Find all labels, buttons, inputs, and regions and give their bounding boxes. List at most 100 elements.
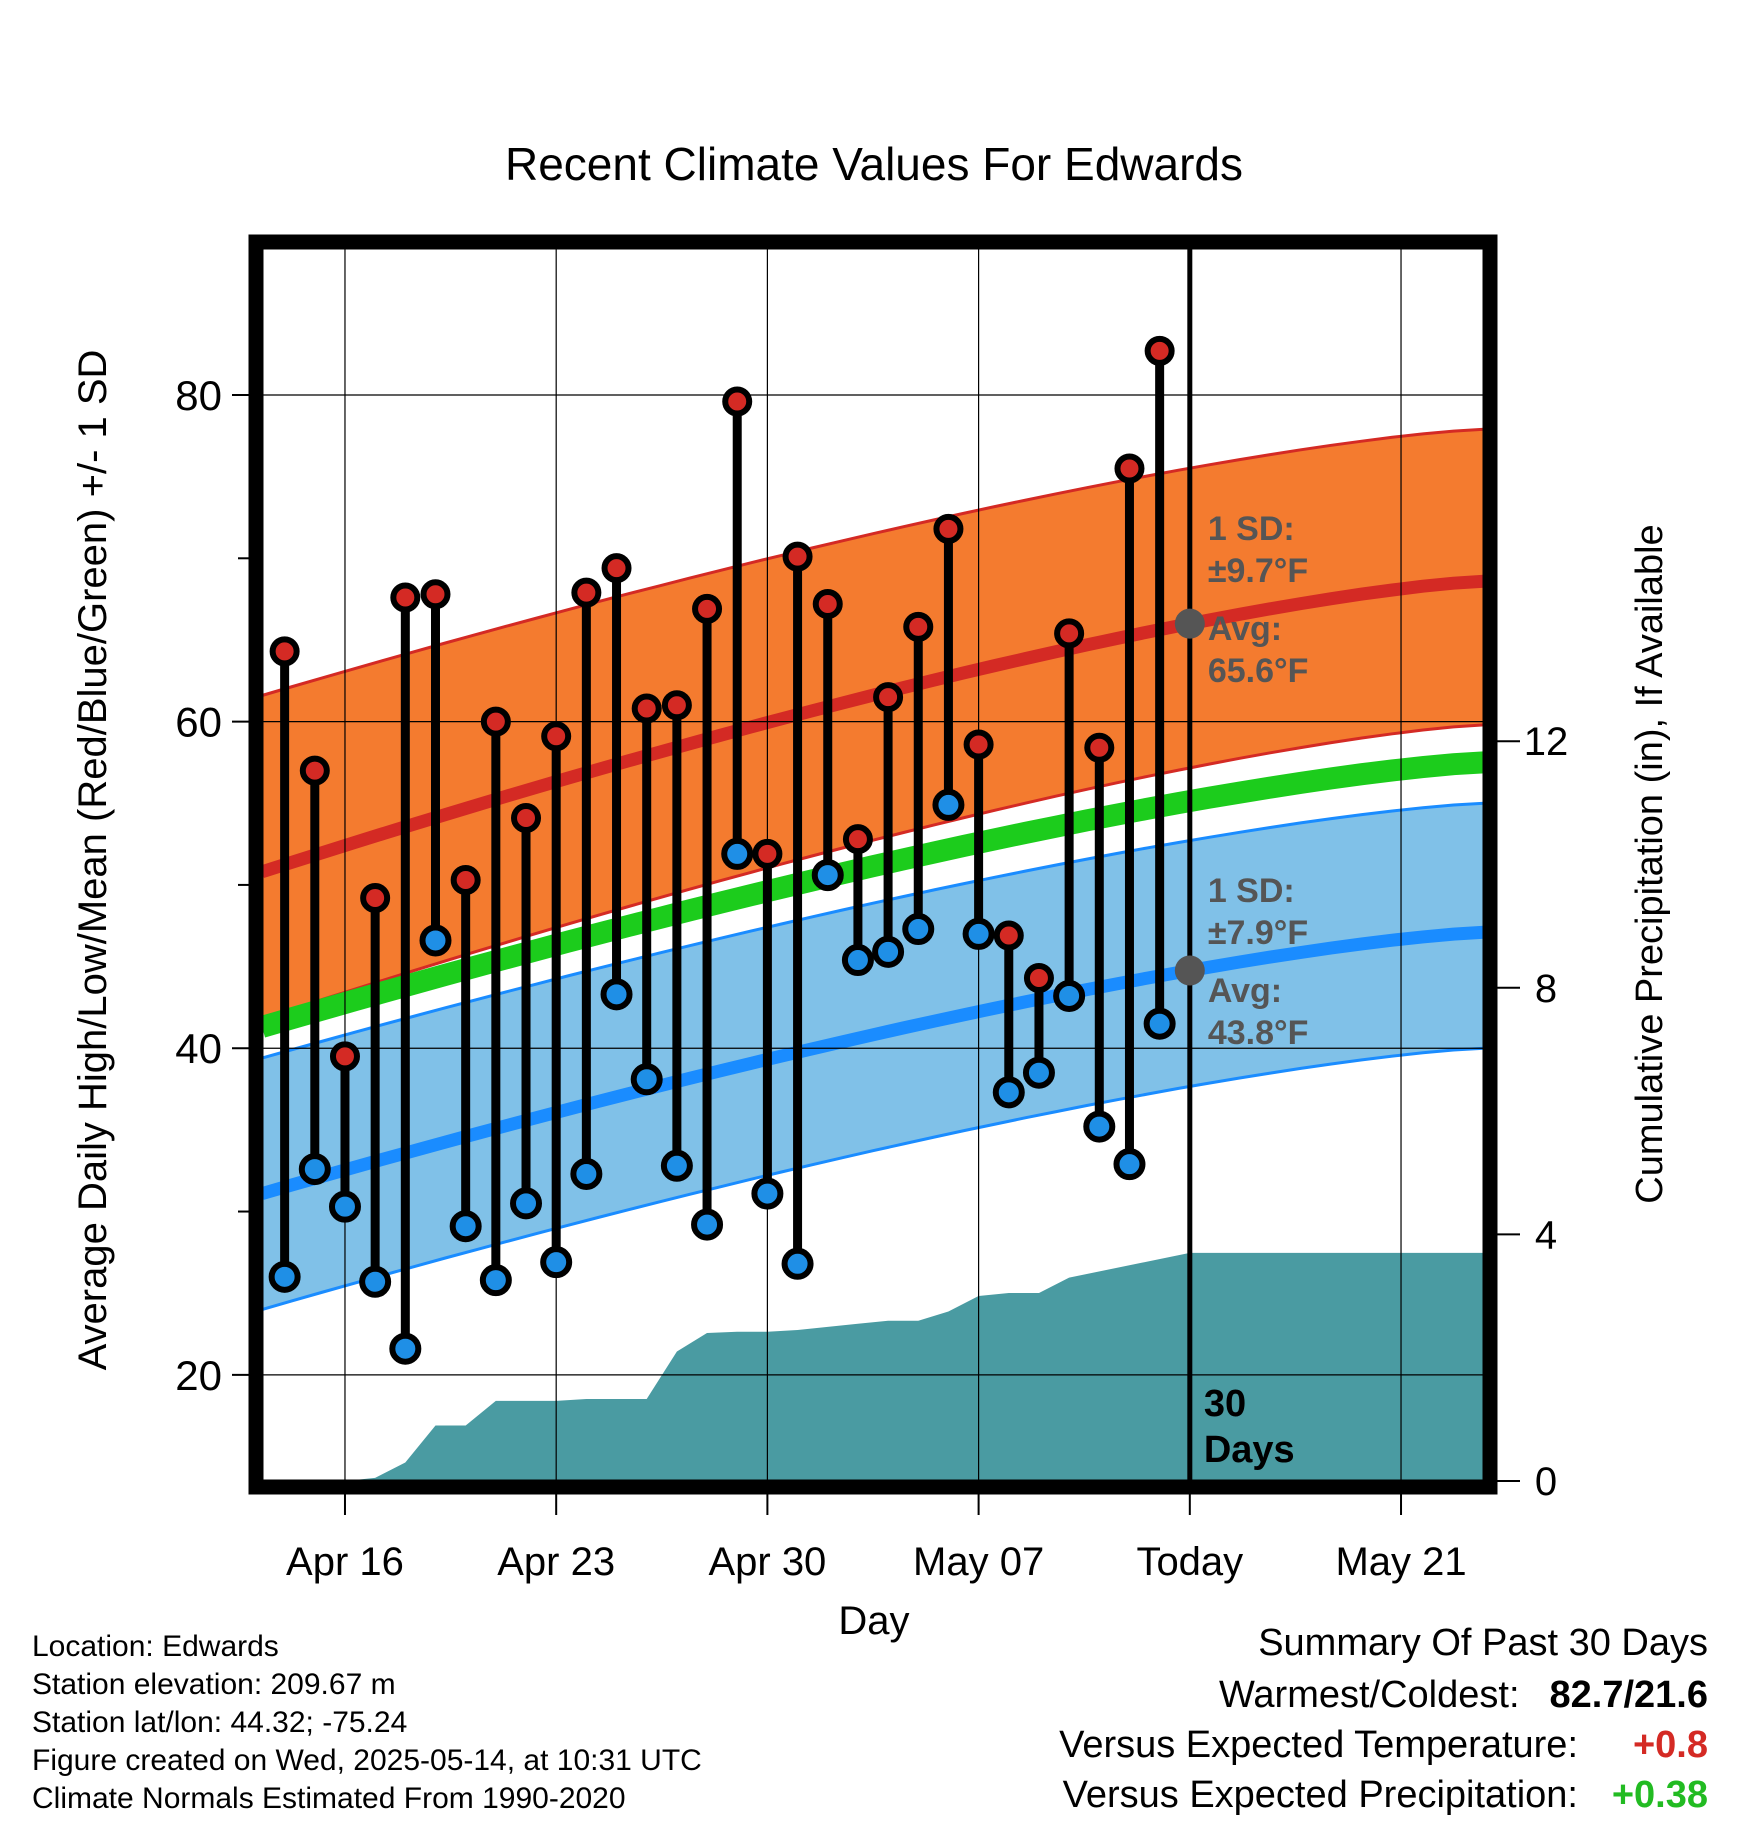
x-tick-label-4: Today	[1136, 1540, 1243, 1584]
obs-low-point-9	[540, 1246, 573, 1279]
obs-high-point-15	[722, 386, 753, 417]
obs-low-point-24	[992, 1076, 1025, 1109]
y2-tick-label-2: 8	[1535, 967, 1557, 1011]
x-tick-label-0: Apr 16	[286, 1540, 404, 1584]
obs-high-point-4	[390, 582, 421, 613]
latlon-text: Station lat/lon: 44.32; -75.24	[32, 1706, 408, 1739]
warmest-coldest-label: Warmest/Coldest:	[1218, 1674, 1520, 1716]
annotation-low-sd-value: ±7.9°F	[1208, 914, 1308, 952]
obs-low-point-27	[1083, 1110, 1116, 1143]
obs-low-point-12	[630, 1063, 663, 1096]
obs-low-point-8	[510, 1187, 543, 1220]
y-tick-label-0: 20	[175, 1352, 222, 1399]
obs-high-point-0	[269, 636, 300, 667]
obs-high-point-14	[692, 593, 723, 624]
summary-temperature: Versus Expected Temperature: +0.8	[1059, 1724, 1708, 1767]
obs-high-point-10	[571, 577, 602, 608]
obs-high-point-6	[450, 865, 481, 896]
obs-high-point-25	[1023, 963, 1054, 994]
temp-anomaly-value: +0.8	[1632, 1724, 1708, 1766]
y2-tick-label-1: 4	[1535, 1213, 1557, 1257]
obs-high-point-26	[1054, 618, 1085, 649]
today-days-label-0: 30	[1204, 1383, 1246, 1425]
low-sd-lower-line	[262, 1046, 1484, 1311]
elevation-text: Station elevation: 209.67 m	[32, 1668, 396, 1701]
y-tick-label-2: 60	[175, 699, 222, 746]
obs-high-point-22	[933, 513, 964, 544]
annotation-low-sd-title: 1 SD:	[1208, 872, 1295, 910]
obs-high-point-17	[782, 541, 813, 572]
y-tick-label-1: 40	[175, 1025, 222, 1072]
annotation-low-avg-value: 43.8°F	[1208, 1014, 1309, 1052]
annotation-high-avg-title: Avg:	[1208, 610, 1282, 648]
annotation-high-sd-value: ±9.7°F	[1208, 552, 1308, 590]
obs-low-point-26	[1053, 979, 1086, 1012]
obs-low-point-19	[841, 944, 874, 977]
obs-low-point-22	[932, 788, 965, 821]
x-tick-label-1: Apr 23	[497, 1540, 615, 1584]
obs-low-point-6	[449, 1210, 482, 1243]
obs-low-point-11	[600, 978, 633, 1011]
obs-low-point-16	[751, 1177, 784, 1210]
y2-axis-label: Cumulative Precipitation (in), If Availa…	[1629, 524, 1671, 1203]
x-axis-label: Day	[838, 1599, 909, 1643]
obs-low-point-7	[479, 1264, 512, 1297]
normals-text: Climate Normals Estimated From 1990-2020	[32, 1782, 626, 1815]
obs-low-point-13	[660, 1149, 693, 1182]
x-tick-label-5: May 21	[1335, 1540, 1466, 1584]
obs-low-point-4	[389, 1332, 422, 1365]
today-days-label-1: Days	[1204, 1429, 1295, 1471]
normal-high-line	[262, 574, 1484, 878]
obs-high-point-20	[873, 682, 904, 713]
precip-anomaly-label: Versus Expected Precipitation:	[1062, 1774, 1578, 1816]
high-sd-band	[262, 429, 1484, 1019]
obs-low-point-14	[691, 1208, 724, 1241]
created-text: Figure created on Wed, 2025-05-14, at 10…	[32, 1744, 702, 1777]
summary-precipitation: Versus Expected Precipitation: +0.38	[1063, 1774, 1708, 1817]
obs-high-point-19	[842, 824, 873, 855]
y-axis-label: Average Daily High/Low/Mean (Red/Blue/Gr…	[71, 350, 115, 1371]
obs-high-point-12	[631, 693, 662, 724]
obs-low-point-0	[268, 1260, 301, 1293]
obs-high-point-5	[420, 579, 451, 610]
obs-high-point-2	[329, 1041, 360, 1072]
obs-low-point-1	[298, 1153, 331, 1186]
obs-high-point-27	[1084, 732, 1115, 763]
precip-area	[262, 1252, 1484, 1481]
summary-title: Summary Of Past 30 Days	[1258, 1622, 1708, 1664]
annotation-high-avg-value: 65.6°F	[1208, 652, 1309, 690]
summary-warmest-coldest: Warmest/Coldest: 82.7/21.6	[1219, 1674, 1708, 1717]
obs-high-point-29	[1144, 335, 1175, 366]
obs-low-point-15	[721, 837, 754, 870]
high-sd-upper-line	[262, 427, 1484, 697]
obs-low-point-18	[811, 859, 844, 892]
obs-low-point-3	[359, 1265, 392, 1298]
chart-title: Recent Climate Values For Edwards	[505, 138, 1243, 190]
obs-low-point-23	[962, 917, 995, 950]
annotation-high-sd-title: 1 SD:	[1208, 510, 1295, 548]
y2-tick-label-3: 12	[1524, 720, 1569, 764]
obs-high-point-8	[511, 802, 542, 833]
annotation-low-avg-title: Avg:	[1208, 972, 1282, 1010]
obs-low-point-29	[1143, 1007, 1176, 1040]
y2-tick-label-0: 0	[1535, 1460, 1557, 1504]
x-tick-label-3: May 07	[913, 1540, 1044, 1584]
obs-high-point-18	[812, 589, 843, 620]
obs-high-point-13	[661, 690, 692, 721]
obs-high-point-23	[963, 729, 994, 760]
obs-high-point-7	[480, 706, 511, 737]
obs-high-point-1	[299, 755, 330, 786]
obs-low-point-10	[570, 1157, 603, 1190]
location-text: Location: Edwards	[32, 1630, 279, 1663]
x-tick-label-2: Apr 30	[708, 1540, 826, 1584]
obs-high-point-16	[752, 838, 783, 869]
obs-high-point-9	[541, 721, 572, 752]
temp-anomaly-label: Versus Expected Temperature:	[1059, 1724, 1578, 1766]
obs-low-point-2	[328, 1190, 361, 1223]
low-sd-band	[262, 803, 1484, 1310]
obs-low-point-25	[1022, 1056, 1055, 1089]
y-tick-label-3: 80	[175, 372, 222, 419]
obs-low-point-20	[872, 935, 905, 968]
obs-low-point-5	[419, 924, 452, 957]
